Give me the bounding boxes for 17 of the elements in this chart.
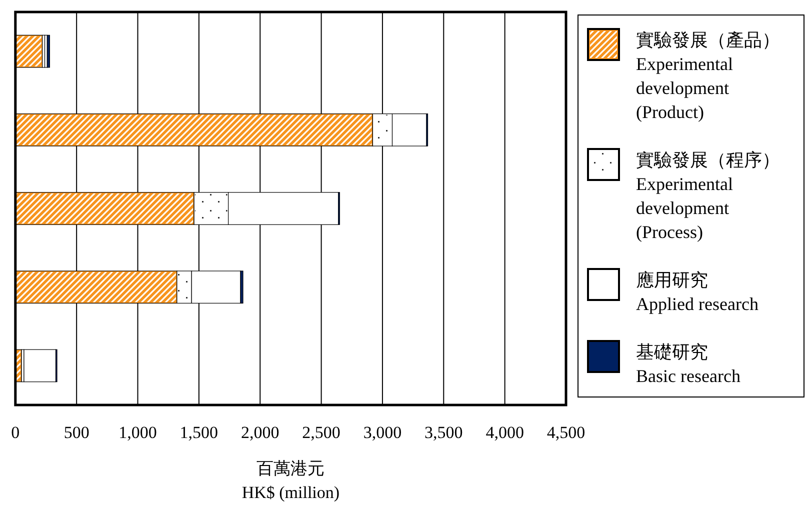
x-tick-label: 1,000 xyxy=(118,423,157,442)
legend-label: 實驗發展（程序） Experimental development (Process) xyxy=(636,150,780,242)
x-tick-label: 4,000 xyxy=(486,423,524,442)
x-tick-label: 4,500 xyxy=(546,423,586,442)
x-tick-label: 2,000 xyxy=(240,423,280,442)
legend-label: 應用研究 Applied research xyxy=(636,270,758,314)
x-tick-label: 1,500 xyxy=(180,423,218,442)
x-tick-label: 500 xyxy=(64,423,90,442)
x-tick-label: 3,000 xyxy=(363,423,402,442)
bar xyxy=(46,34,50,68)
x-tick-label: 0 xyxy=(11,423,20,442)
legend-label: 實驗發展（產品） Experimental development (Product) xyxy=(636,30,780,122)
x-tick-label: 2,500 xyxy=(302,423,340,442)
legend-label: 基礎研究 Basic research xyxy=(636,342,740,386)
bar xyxy=(24,349,56,382)
x-tick-label: 3,500 xyxy=(424,423,463,442)
x-axis-title: 百萬港元 HK$ (million) xyxy=(242,459,340,502)
